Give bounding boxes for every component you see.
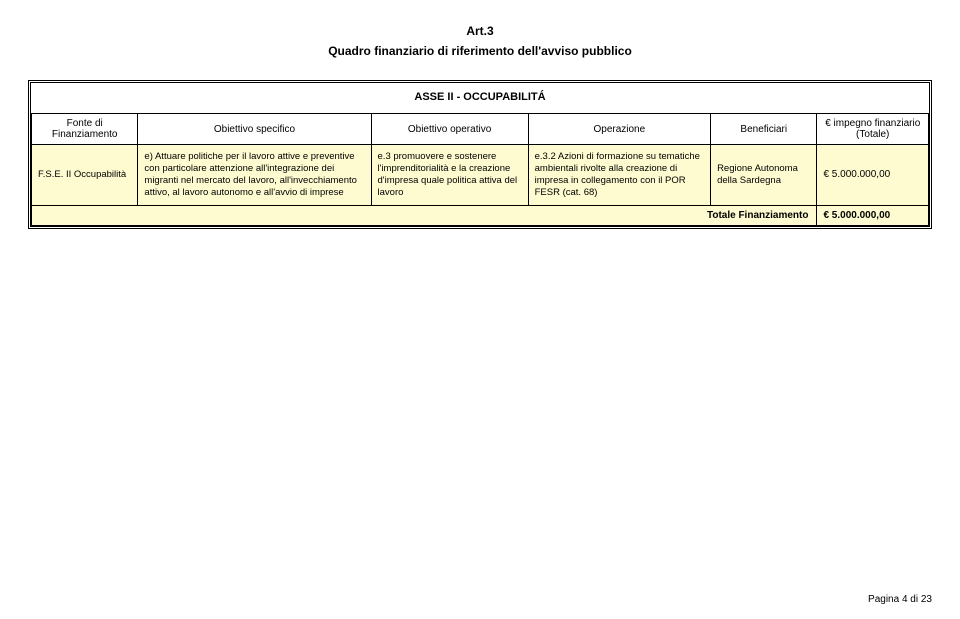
totale-row: Totale Finanziamento € 5.000.000,00 <box>32 205 929 225</box>
totale-label: Totale Finanziamento <box>32 205 817 225</box>
article-heading: Art.3 <box>28 24 932 38</box>
finance-table: ASSE II - OCCUPABILITÁ Fonte di Finanzia… <box>31 83 929 226</box>
article-subtitle: Quadro finanziario di riferimento dell'a… <box>28 44 932 58</box>
table-frame: ASSE II - OCCUPABILITÁ Fonte di Finanzia… <box>28 80 932 229</box>
header-operazione: Operazione <box>528 114 710 145</box>
header-obiettivo-operativo: Obiettivo operativo <box>371 114 528 145</box>
asse-title-row: ASSE II - OCCUPABILITÁ <box>32 83 929 114</box>
header-row: Fonte di Finanziamento Obiettivo specifi… <box>32 114 929 145</box>
totale-value: € 5.000.000,00 <box>817 205 929 225</box>
header-impegno: € impegno finanziario (Totale) <box>817 114 929 145</box>
cell-obiettivo-specifico: e) Attuare politiche per il lavoro attiv… <box>138 145 371 206</box>
asse-title: ASSE II - OCCUPABILITÁ <box>32 83 929 114</box>
cell-obiettivo-operativo: e.3 promuovere e sostenere l'imprenditor… <box>371 145 528 206</box>
cell-fonte: F.S.E. II Occupabilità <box>32 145 138 206</box>
cell-operazione: e.3.2 Azioni di formazione su tematiche … <box>528 145 710 206</box>
page-footer: Pagina 4 di 23 <box>868 594 932 605</box>
header-fonte: Fonte di Finanziamento <box>32 114 138 145</box>
header-obiettivo-specifico: Obiettivo specifico <box>138 114 371 145</box>
cell-beneficiari: Regione Autonoma della Sardegna <box>711 145 817 206</box>
cell-impegno: € 5.000.000,00 <box>817 145 929 206</box>
header-beneficiari: Beneficiari <box>711 114 817 145</box>
data-row: F.S.E. II Occupabilità e) Attuare politi… <box>32 145 929 206</box>
